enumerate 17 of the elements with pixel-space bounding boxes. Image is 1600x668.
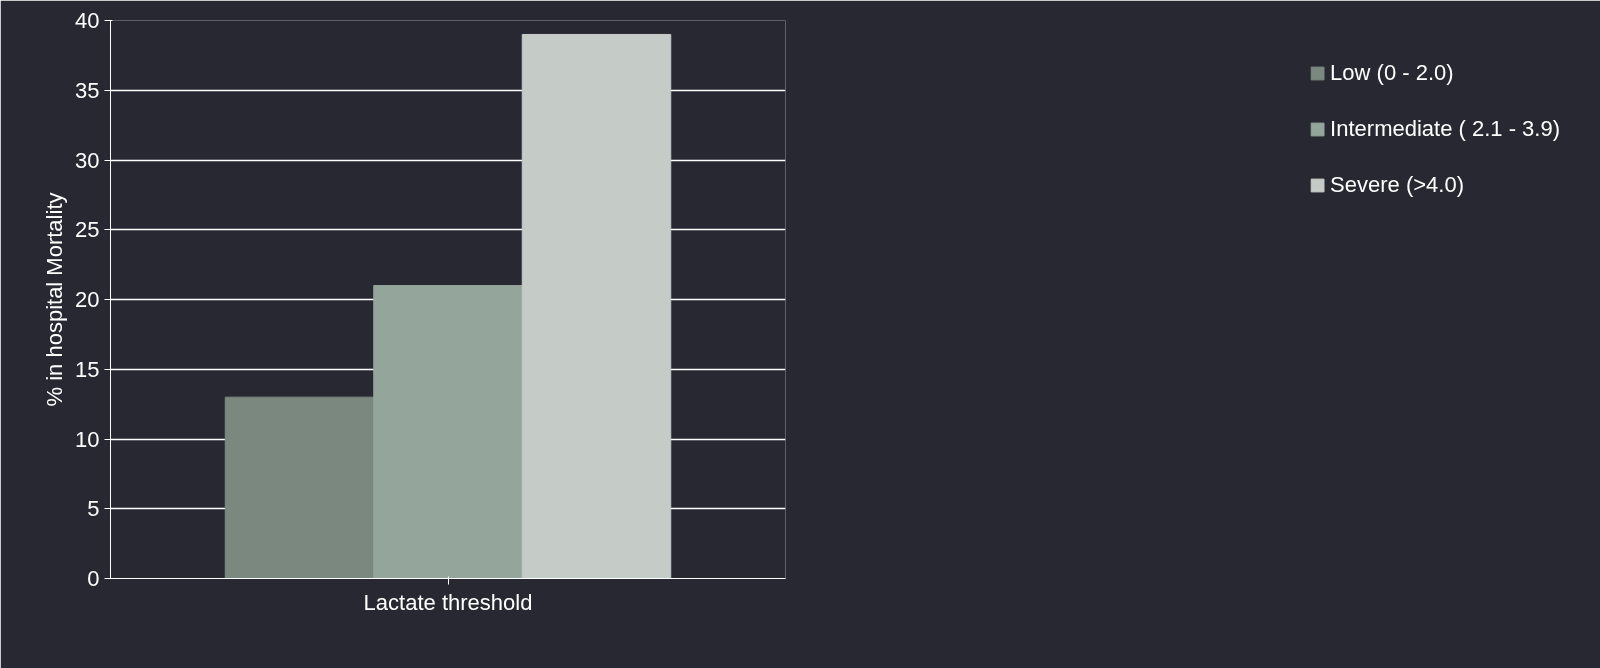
- y-tick-label: 25: [75, 217, 100, 243]
- bar: [224, 396, 375, 579]
- y-tick-label: 20: [75, 287, 100, 312]
- y-tick-label: 15: [75, 356, 100, 382]
- legend-label: Severe (>4.0): [1330, 172, 1465, 198]
- bar: [521, 33, 672, 579]
- y-tick-label: 30: [75, 147, 100, 173]
- y-axis-title: % in hospital Mortality: [42, 192, 68, 407]
- legend-label: Low (0 - 2.0): [1330, 60, 1454, 86]
- y-tick-label: 35: [75, 77, 100, 103]
- y-tick-label: 0: [87, 566, 100, 591]
- legend-label: Intermediate ( 2.1 - 3.9): [1330, 116, 1560, 142]
- y-tick-label: 10: [75, 426, 100, 452]
- y-tick-label: 40: [75, 8, 100, 33]
- x-axis-title: Lactate threshold: [363, 589, 533, 615]
- bar: [373, 285, 523, 579]
- y-tick-label: 5: [87, 496, 100, 522]
